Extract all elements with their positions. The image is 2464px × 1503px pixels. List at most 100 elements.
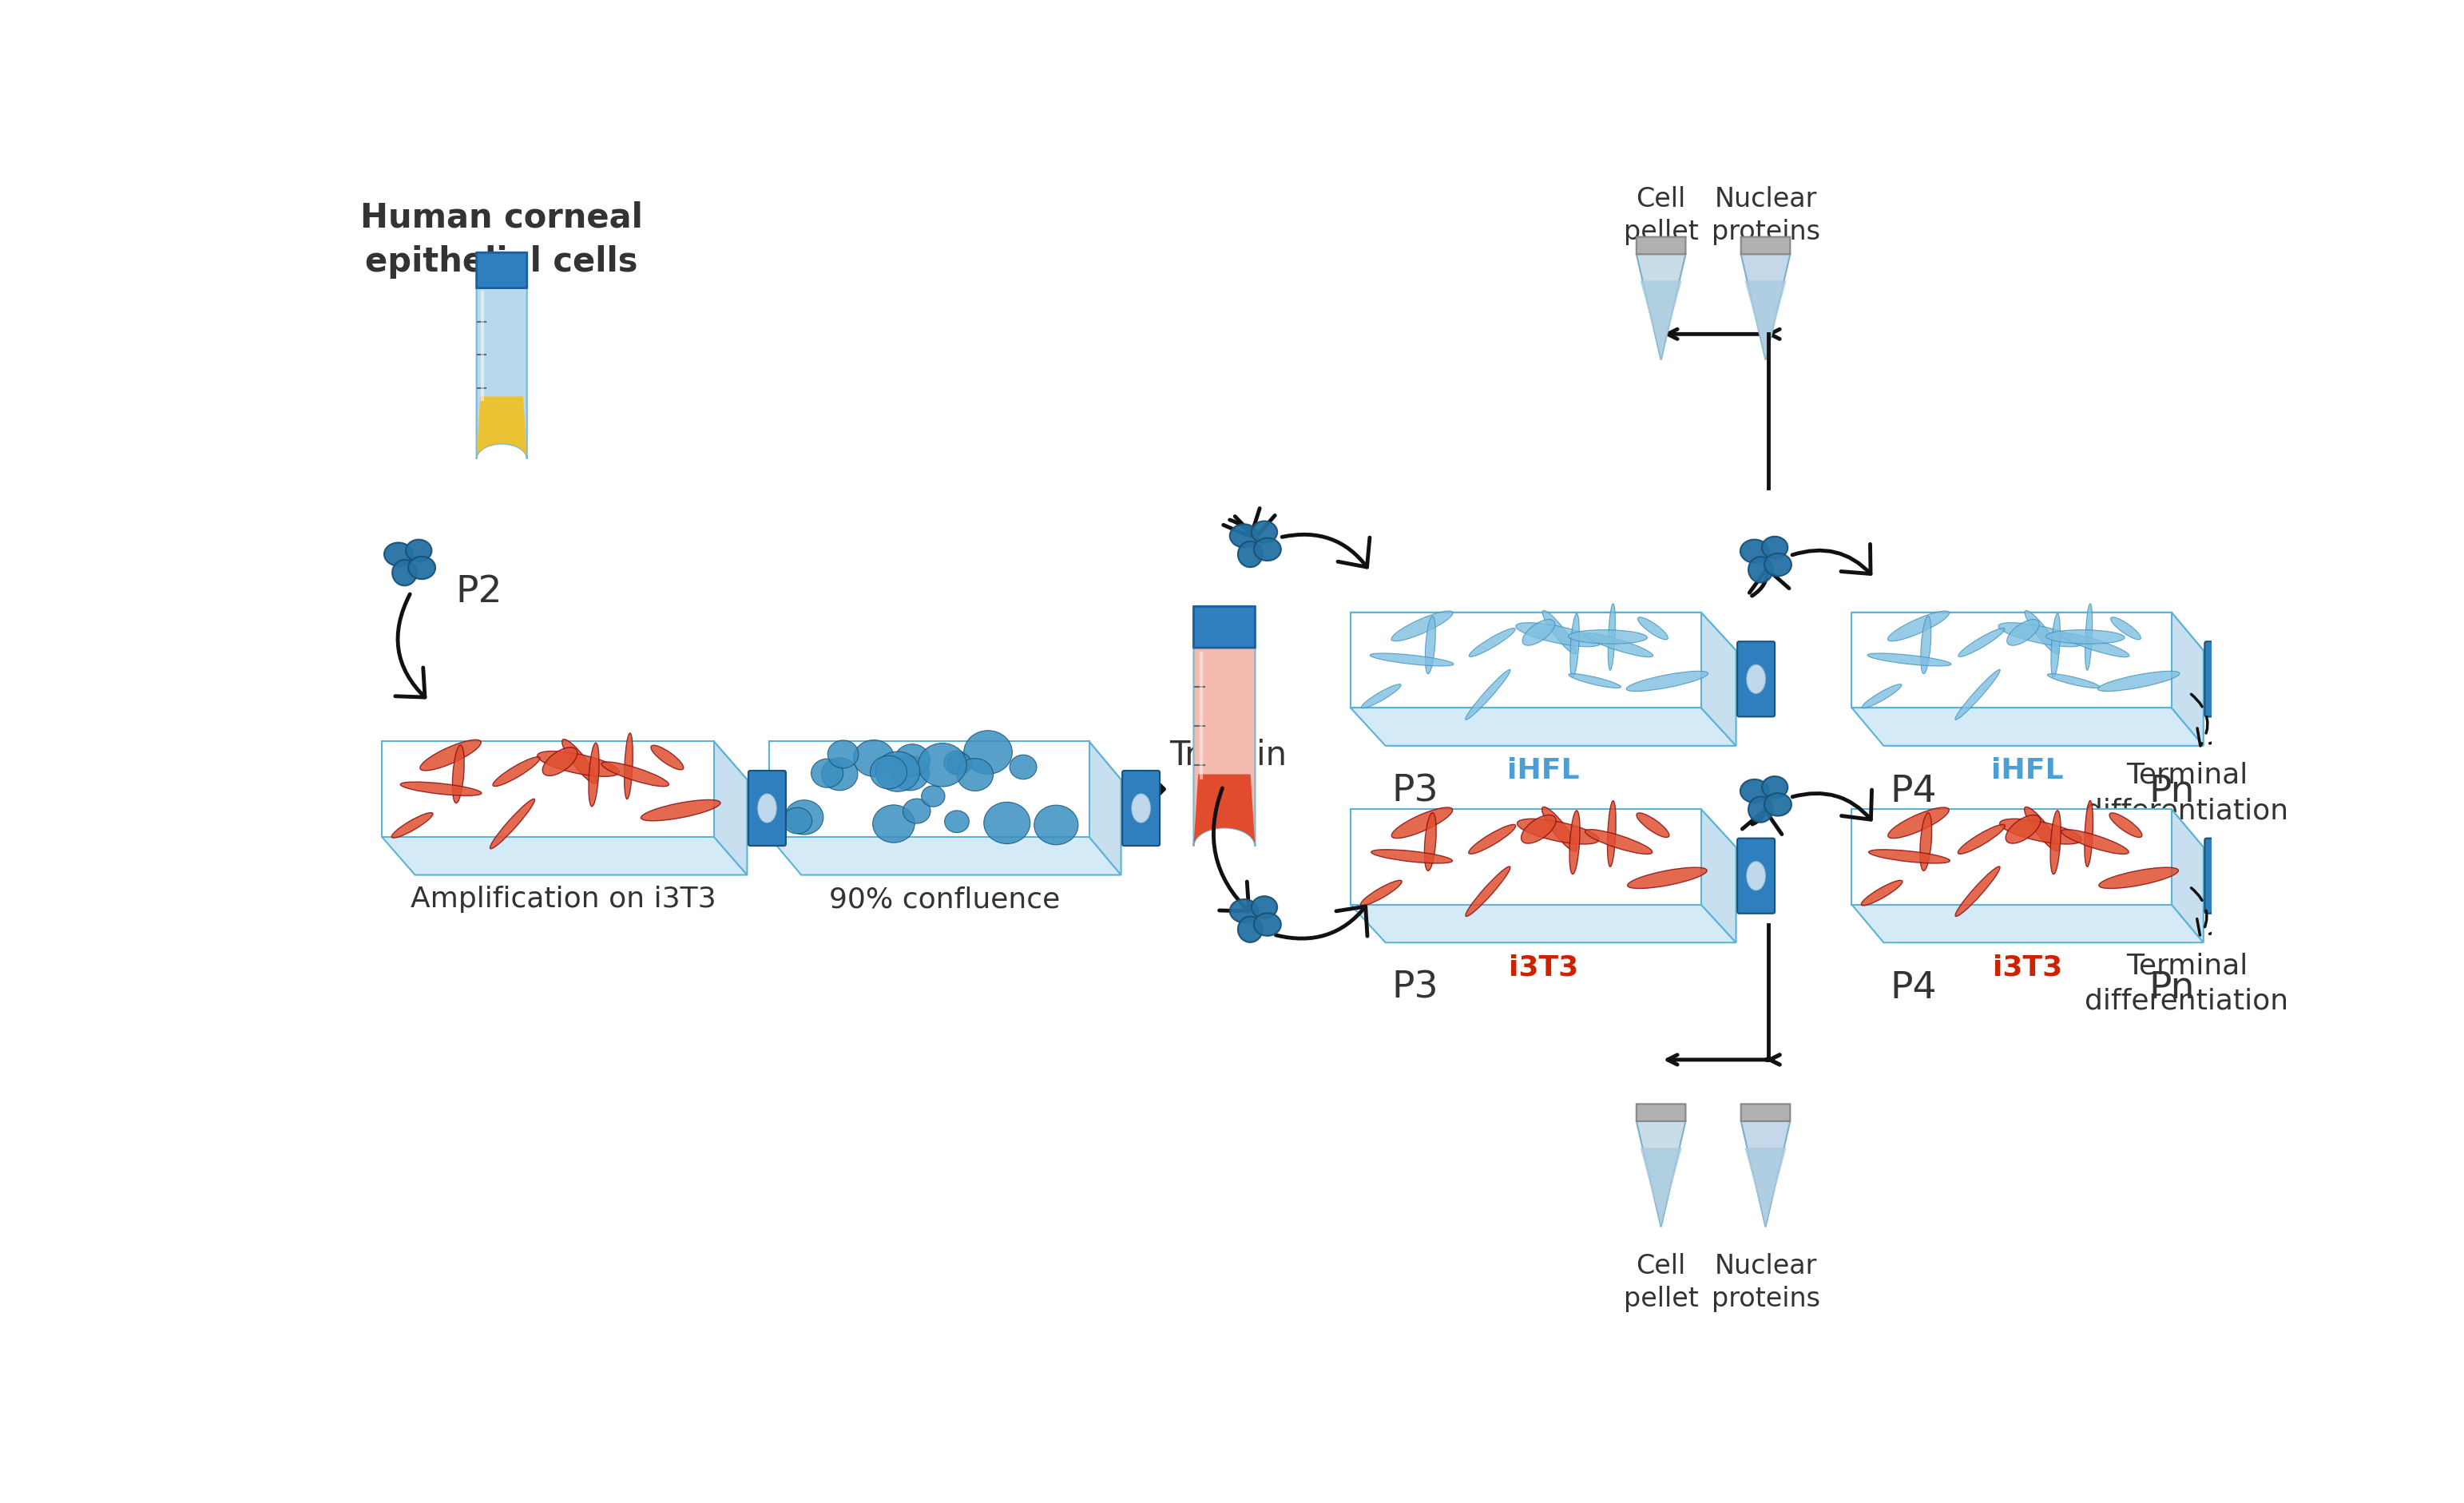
Text: Pn: Pn: [2149, 971, 2195, 1006]
Polygon shape: [2171, 809, 2203, 942]
FancyArrowPatch shape: [1225, 508, 1259, 537]
Ellipse shape: [1570, 810, 1579, 875]
Ellipse shape: [2025, 610, 2060, 654]
Ellipse shape: [419, 739, 480, 771]
Ellipse shape: [1230, 525, 1259, 547]
Text: P3: P3: [1392, 774, 1439, 810]
Ellipse shape: [1887, 610, 1949, 642]
Ellipse shape: [1035, 806, 1079, 845]
Ellipse shape: [2006, 815, 2040, 843]
Polygon shape: [2171, 612, 2203, 745]
Ellipse shape: [944, 810, 968, 833]
Ellipse shape: [1764, 553, 1791, 576]
Text: Cell
pellet: Cell pellet: [1624, 186, 1698, 245]
Ellipse shape: [2099, 867, 2178, 888]
FancyArrowPatch shape: [1791, 544, 1870, 574]
Ellipse shape: [1230, 899, 1259, 923]
Polygon shape: [382, 741, 715, 837]
Ellipse shape: [1954, 669, 2001, 720]
Ellipse shape: [922, 786, 944, 807]
Ellipse shape: [589, 742, 599, 807]
Text: Amplification on i3T3: Amplification on i3T3: [411, 885, 717, 914]
Ellipse shape: [2050, 810, 2060, 875]
Text: Pn: Pn: [2149, 774, 2195, 810]
Ellipse shape: [1363, 684, 1402, 708]
Ellipse shape: [1764, 794, 1791, 816]
FancyBboxPatch shape: [1193, 606, 1254, 648]
FancyBboxPatch shape: [2205, 642, 2242, 717]
Ellipse shape: [1570, 673, 1621, 688]
Ellipse shape: [493, 758, 540, 786]
Ellipse shape: [1424, 616, 1437, 673]
FancyBboxPatch shape: [749, 771, 786, 846]
FancyArrowPatch shape: [1281, 535, 1370, 567]
Ellipse shape: [542, 747, 577, 776]
Ellipse shape: [2097, 672, 2181, 691]
Ellipse shape: [821, 758, 857, 791]
Polygon shape: [382, 741, 747, 780]
Polygon shape: [1745, 1148, 1786, 1226]
Polygon shape: [1636, 254, 1685, 359]
Ellipse shape: [1372, 849, 1451, 863]
Polygon shape: [1850, 809, 2171, 905]
FancyArrowPatch shape: [1234, 516, 1274, 538]
FancyArrowPatch shape: [1215, 788, 1249, 911]
Text: P3: P3: [1392, 971, 1439, 1006]
Ellipse shape: [1887, 807, 1949, 839]
Text: Trypsin: Trypsin: [1168, 738, 1286, 773]
Ellipse shape: [2215, 664, 2232, 693]
Ellipse shape: [2006, 619, 2040, 645]
Ellipse shape: [407, 540, 431, 562]
Ellipse shape: [1469, 825, 1515, 854]
Ellipse shape: [1959, 825, 2006, 854]
Polygon shape: [1350, 905, 1737, 942]
FancyArrowPatch shape: [1276, 906, 1368, 938]
Polygon shape: [476, 289, 527, 458]
Text: iHFL: iHFL: [1508, 758, 1579, 785]
Ellipse shape: [1959, 628, 2006, 657]
Polygon shape: [382, 837, 747, 875]
FancyBboxPatch shape: [1742, 237, 1791, 254]
Ellipse shape: [2060, 633, 2129, 657]
Ellipse shape: [1131, 794, 1151, 822]
Polygon shape: [1350, 809, 1737, 848]
Ellipse shape: [890, 756, 929, 791]
Ellipse shape: [2215, 861, 2232, 890]
Ellipse shape: [1466, 867, 1510, 917]
Ellipse shape: [784, 807, 813, 834]
FancyArrowPatch shape: [1749, 568, 1789, 595]
Ellipse shape: [1520, 815, 1557, 843]
Polygon shape: [1850, 905, 2203, 942]
Ellipse shape: [956, 759, 993, 791]
Ellipse shape: [870, 756, 907, 789]
Polygon shape: [1350, 708, 1737, 745]
Polygon shape: [1850, 708, 2203, 745]
Ellipse shape: [1762, 537, 1789, 559]
FancyBboxPatch shape: [1636, 237, 1685, 254]
Ellipse shape: [1639, 618, 1668, 640]
Text: i3T3: i3T3: [1508, 953, 1577, 981]
Ellipse shape: [2085, 604, 2092, 670]
Ellipse shape: [1542, 610, 1577, 654]
Text: Cell
pellet: Cell pellet: [1624, 1254, 1698, 1312]
Polygon shape: [1193, 774, 1254, 846]
Polygon shape: [769, 837, 1121, 875]
Ellipse shape: [1392, 610, 1454, 642]
Polygon shape: [1850, 612, 2203, 651]
FancyArrowPatch shape: [1791, 791, 1873, 819]
Ellipse shape: [919, 742, 966, 786]
Ellipse shape: [1252, 896, 1276, 918]
Ellipse shape: [537, 752, 618, 777]
Ellipse shape: [759, 794, 776, 822]
Ellipse shape: [1919, 813, 1932, 870]
Ellipse shape: [828, 741, 857, 768]
FancyBboxPatch shape: [476, 253, 527, 289]
Ellipse shape: [1626, 672, 1708, 691]
Ellipse shape: [2085, 801, 2092, 867]
Text: P4: P4: [1890, 971, 1937, 1006]
Polygon shape: [1742, 1121, 1791, 1226]
FancyBboxPatch shape: [1742, 1105, 1791, 1121]
FancyArrowPatch shape: [2190, 888, 2225, 936]
Ellipse shape: [1607, 801, 1616, 867]
Ellipse shape: [1956, 867, 2001, 917]
